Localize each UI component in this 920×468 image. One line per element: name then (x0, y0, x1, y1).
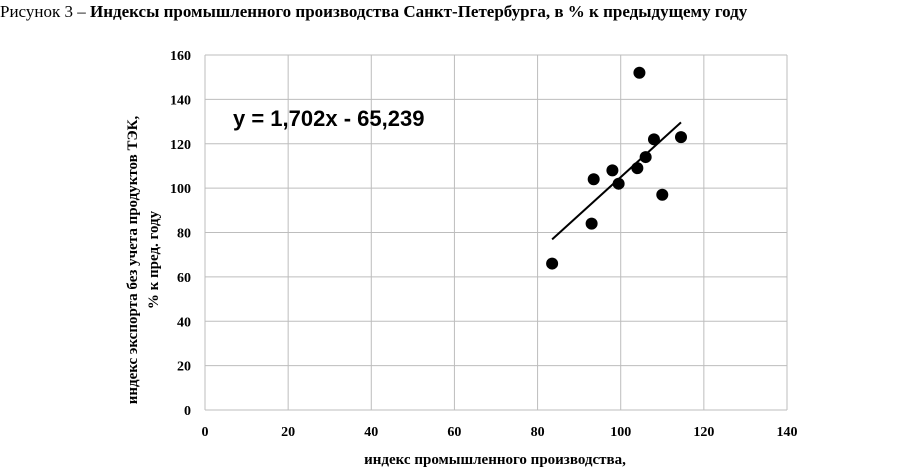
y-tick-label: 0 (184, 404, 191, 419)
data-point (656, 188, 669, 201)
trendline-equation: y = 1,702x - 65,239 (233, 106, 424, 131)
y-tick-label: 120 (170, 138, 191, 153)
data-point (639, 151, 652, 164)
data-point (674, 131, 687, 144)
x-tick-label: 60 (447, 425, 461, 440)
x-tick-label: 0 (202, 425, 209, 440)
x-tick-label: 80 (531, 425, 545, 440)
x-tick-label: 100 (610, 425, 631, 440)
y-tick-labels: 0 20 40 60 80 100 120 140 160 (170, 49, 191, 419)
data-points (546, 66, 687, 270)
data-point (631, 162, 644, 175)
data-point (585, 217, 598, 230)
y-tick-label: 100 (170, 182, 191, 197)
data-point (647, 133, 660, 146)
y-axis-title-line2: % к пред. году (146, 210, 162, 309)
data-point (546, 257, 559, 270)
y-tick-label: 160 (170, 49, 191, 64)
x-axis-title: индекс промышленного производства, (364, 452, 626, 468)
x-tick-label: 140 (777, 425, 798, 440)
x-tick-label: 20 (281, 425, 295, 440)
y-tick-label: 60 (177, 271, 191, 286)
y-tick-label: 80 (177, 227, 191, 242)
data-point (633, 66, 646, 79)
y-tick-label: 40 (177, 315, 191, 330)
y-tick-label: 140 (170, 93, 191, 108)
data-point (606, 164, 619, 177)
y-tick-label: 20 (177, 360, 191, 375)
figure-caption: Рисунок 3 – Индексы промышленного произв… (0, 2, 920, 22)
data-point (612, 177, 625, 190)
y-axis-title-line1: индекс экспорта без учета продуктов ТЭК, (125, 115, 141, 404)
x-tick-label: 120 (693, 425, 714, 440)
x-tick-label: 40 (364, 425, 378, 440)
data-point (587, 173, 600, 186)
caption-lead: Рисунок 3 – (0, 2, 90, 21)
caption-title: Индексы промышленного производства Санкт… (89, 2, 748, 21)
grid-lines (204, 54, 788, 411)
x-tick-labels: 0 20 40 60 80 100 120 140 (202, 425, 798, 440)
